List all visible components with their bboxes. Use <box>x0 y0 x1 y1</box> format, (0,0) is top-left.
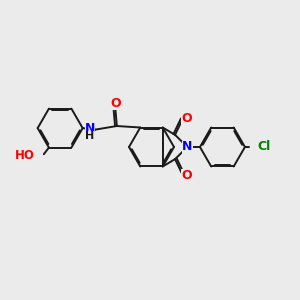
Text: O: O <box>181 169 192 182</box>
Text: N: N <box>182 140 193 154</box>
Text: HO: HO <box>15 148 35 162</box>
Text: N: N <box>85 122 95 135</box>
Text: Cl: Cl <box>257 140 271 154</box>
Text: H: H <box>85 131 94 141</box>
Text: O: O <box>110 97 121 110</box>
Text: O: O <box>181 112 192 125</box>
